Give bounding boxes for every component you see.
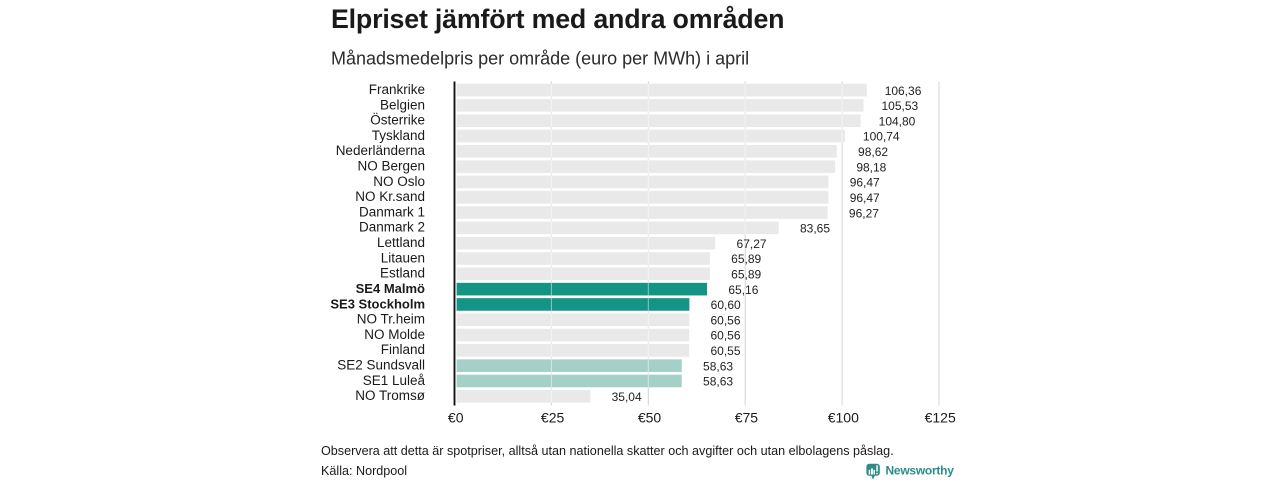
svg-text:96,47: 96,47 [850,176,880,190]
svg-text:65,89: 65,89 [731,268,761,282]
svg-text:NO Kr.sand: NO Kr.sand [355,189,425,204]
svg-text:Litauen: Litauen [381,250,425,265]
svg-text:€25: €25 [541,410,565,426]
svg-text:58,63: 58,63 [703,375,733,389]
svg-text:SE4 Malmö: SE4 Malmö [356,281,425,296]
svg-text:106,36: 106,36 [885,84,922,98]
svg-text:60,55: 60,55 [710,344,740,358]
svg-text:58,63: 58,63 [703,359,733,373]
svg-text:NO Oslo: NO Oslo [373,174,425,189]
svg-text:65,89: 65,89 [731,252,761,266]
svg-text:Lettland: Lettland [377,235,425,250]
svg-text:Månadsmedelpris per område (eu: Månadsmedelpris per område (euro per MWh… [331,49,749,69]
svg-text:67,27: 67,27 [737,237,767,251]
svg-text:NO Bergen: NO Bergen [357,159,425,174]
svg-text:SE1 Luleå: SE1 Luleå [363,373,426,388]
svg-text:96,27: 96,27 [849,206,879,220]
svg-text:35,04: 35,04 [612,390,642,404]
svg-text:Estland: Estland [380,266,425,281]
svg-text:83,65: 83,65 [800,222,830,236]
svg-text:Elpriset jämfört med andra omr: Elpriset jämfört med andra områden [331,4,784,34]
svg-text:Nederländerna: Nederländerna [336,143,426,158]
svg-text:Danmark 1: Danmark 1 [359,204,425,219]
svg-text:SE3 Stockholm: SE3 Stockholm [330,296,425,311]
svg-text:€100: €100 [828,410,859,426]
svg-text:SE2 Sundsvall: SE2 Sundsvall [337,358,425,373]
svg-text:98,18: 98,18 [856,160,886,174]
svg-text:105,53: 105,53 [881,99,918,113]
svg-text:96,47: 96,47 [850,191,880,205]
svg-text:60,60: 60,60 [711,298,741,312]
svg-text:Österrike: Österrike [370,113,425,128]
svg-text:€0: €0 [448,410,464,426]
svg-text:Finland: Finland [381,342,425,357]
svg-text:€75: €75 [735,410,759,426]
svg-text:104,80: 104,80 [879,114,916,128]
svg-text:€50: €50 [638,410,662,426]
svg-text:Danmark 2: Danmark 2 [359,220,425,235]
svg-text:Frankrike: Frankrike [369,82,425,97]
svg-text:100,74: 100,74 [863,130,900,144]
svg-text:Belgien: Belgien [380,97,425,112]
svg-text:65,16: 65,16 [728,283,758,297]
svg-text:60,56: 60,56 [711,329,741,343]
svg-text:Observera att detta är spotpri: Observera att detta är spotpriser, allts… [321,444,894,458]
svg-text:NO Tr.heim: NO Tr.heim [357,312,425,327]
svg-text:Tyskland: Tyskland [372,128,425,143]
svg-text:Newsworthy: Newsworthy [886,464,955,478]
svg-text:98,62: 98,62 [858,145,888,159]
svg-text:NO Tromsø: NO Tromsø [355,388,425,403]
svg-text:€125: €125 [925,410,956,426]
svg-text:Källa: Nordpool: Källa: Nordpool [321,464,407,478]
svg-text:60,56: 60,56 [711,313,741,327]
svg-text:NO Molde: NO Molde [364,327,425,342]
